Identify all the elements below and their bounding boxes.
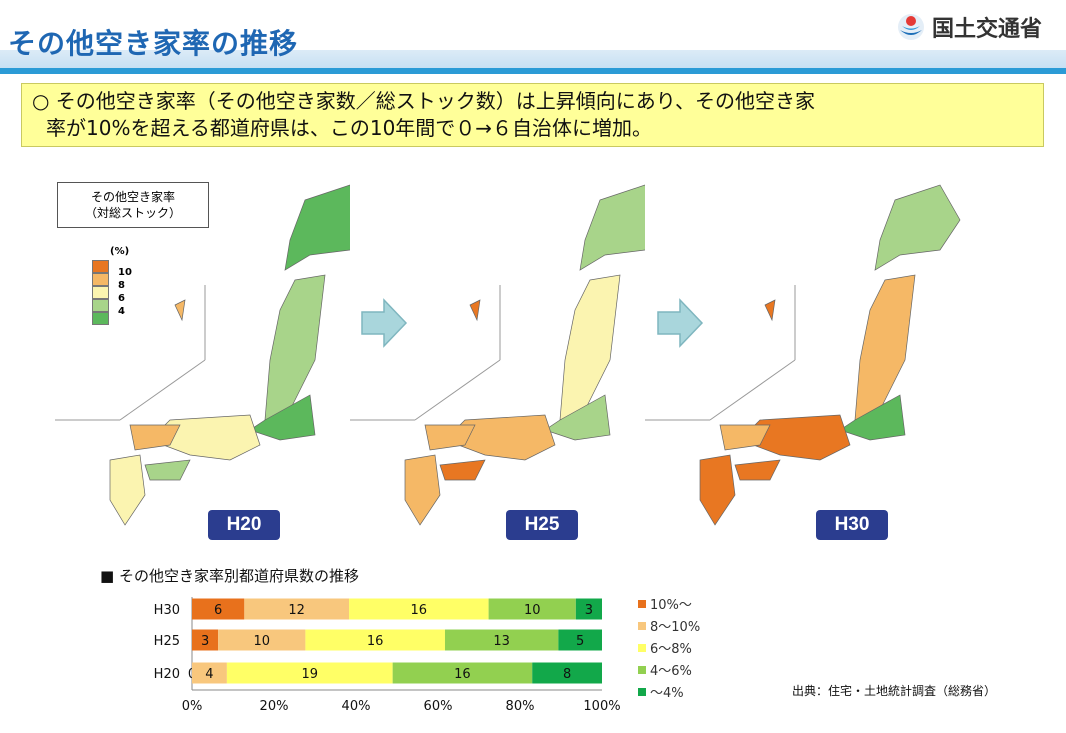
category-label: H20 — [154, 667, 180, 682]
data-label: 10 — [254, 634, 271, 649]
category-label: H30 — [154, 603, 180, 618]
data-label: 4 — [205, 667, 213, 682]
legend-label: 10%〜 — [650, 598, 692, 613]
legend-label: 〜4% — [650, 686, 684, 701]
data-label: 19 — [301, 667, 318, 682]
x-tick-label: 100% — [583, 699, 620, 714]
legend-label: 4〜6% — [650, 664, 692, 679]
data-label: 13 — [493, 634, 510, 649]
legend-swatch — [638, 666, 646, 674]
x-tick-label: 20% — [260, 699, 289, 714]
stacked-bar-chart: H3061216103H2531016135H2004191680%20%40%… — [0, 0, 1066, 733]
data-label: 6 — [214, 603, 222, 618]
legend-swatch — [638, 688, 646, 696]
data-label: 16 — [367, 634, 384, 649]
x-tick-label: 40% — [342, 699, 371, 714]
legend-label: 8〜10% — [650, 620, 700, 635]
data-label: 10 — [524, 603, 541, 618]
x-tick-label: 0% — [182, 699, 203, 714]
data-label: 3 — [585, 603, 593, 618]
legend-swatch — [638, 622, 646, 630]
legend-label: 6〜8% — [650, 642, 692, 657]
data-label: 8 — [563, 667, 571, 682]
legend-swatch — [638, 644, 646, 652]
data-label: 16 — [411, 603, 428, 618]
data-label: 3 — [201, 634, 209, 649]
data-label: 12 — [288, 603, 305, 618]
x-tick-label: 80% — [506, 699, 535, 714]
legend-swatch — [638, 600, 646, 608]
category-label: H25 — [154, 634, 180, 649]
data-label: 16 — [454, 667, 471, 682]
source-note: 出典：住宅・土地統計調査（総務省） — [792, 682, 996, 699]
data-label: 5 — [576, 634, 584, 649]
x-tick-label: 60% — [424, 699, 453, 714]
